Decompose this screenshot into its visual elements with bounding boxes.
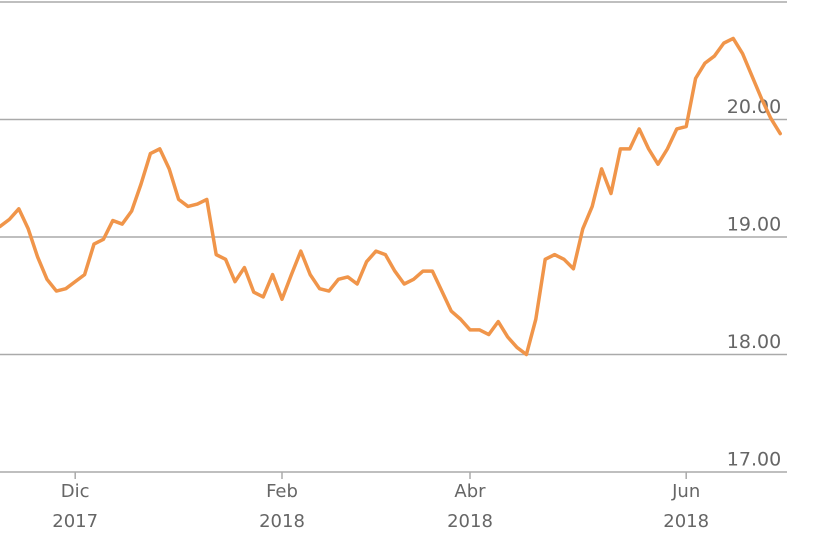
y-tick-label: 18.00 bbox=[727, 331, 781, 353]
x-tick-label: Feb 2018 bbox=[259, 481, 305, 532]
y-tick-label: 17.00 bbox=[727, 449, 781, 471]
y-tick-label: 19.00 bbox=[727, 214, 781, 236]
x-tick-label: Abr 2018 bbox=[447, 481, 493, 532]
x-tick-label: Dic 2017 bbox=[52, 481, 99, 532]
y-tick-label: 20.00 bbox=[727, 96, 781, 118]
data-line bbox=[0, 36, 782, 357]
x-tick-label: Jun 2018 bbox=[663, 481, 710, 532]
